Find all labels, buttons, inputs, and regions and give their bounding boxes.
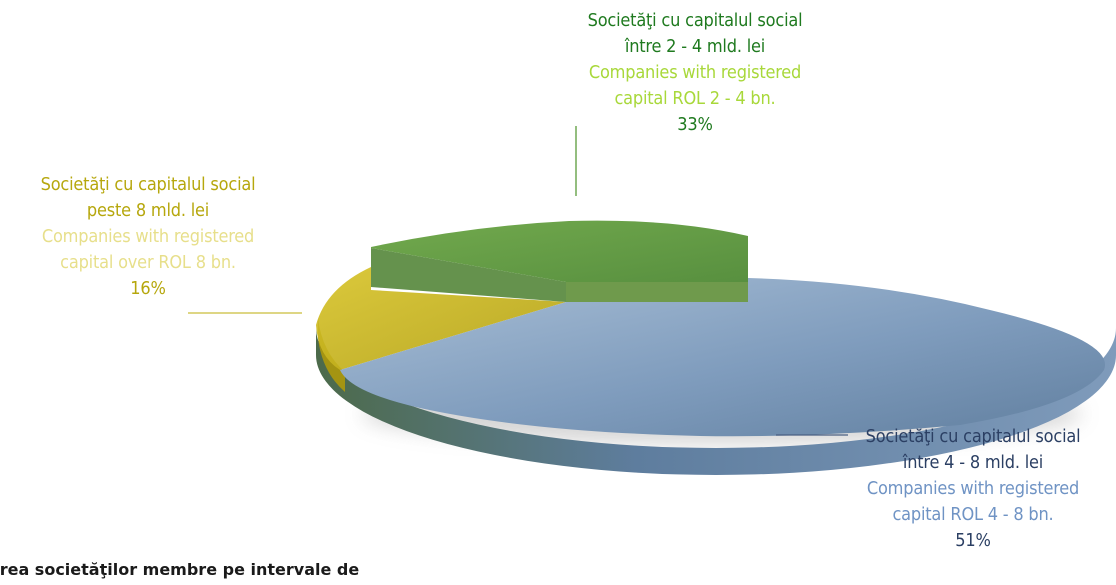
label-ro-line2: între 2 - 4 mld. lei [624, 36, 766, 57]
label-en-line1: Companies with registered [41, 226, 255, 247]
label-ro-line2: între 4 - 8 mld. lei [902, 452, 1044, 473]
pie-slice-16-side [318, 318, 345, 392]
pie-slice-51 [340, 278, 1106, 437]
label-ro-line2: peste 8 mld. lei [86, 200, 210, 221]
slice-label-51: Societăţi cu capitalul social între 4 - … [830, 424, 1116, 554]
pie-slice-16 [316, 267, 566, 370]
pie-slice-33-front [566, 282, 748, 302]
label-en-line1: Companies with registered [866, 478, 1080, 499]
slice-label-16: Societăţi cu capitalul social peste 8 ml… [0, 172, 296, 302]
chart-caption: nderea societăţilor membre pe intervale … [0, 560, 360, 579]
label-pct: 16% [130, 278, 166, 299]
pie-slice-51-side [316, 328, 1116, 475]
label-ro-line1: Societăţi cu capitalul social [40, 174, 256, 195]
pie-slice-33 [371, 220, 748, 282]
label-en-line2: capital ROL 4 - 8 bn. [892, 504, 1054, 525]
label-en-line2: capital over ROL 8 bn. [60, 252, 236, 273]
label-en-line2: capital ROL 2 - 4 bn. [614, 88, 776, 109]
label-pct: 33% [677, 114, 713, 135]
label-ro-line1: Societăţi cu capitalul social [865, 426, 1081, 447]
pie-slice-33-left [371, 248, 566, 302]
label-pct: 51% [955, 530, 991, 551]
slice-label-33: Societăţi cu capitalul social între 2 - … [530, 8, 860, 138]
label-ro-line1: Societăţi cu capitalul social [587, 10, 803, 31]
label-en-line1: Companies with registered [588, 62, 802, 83]
